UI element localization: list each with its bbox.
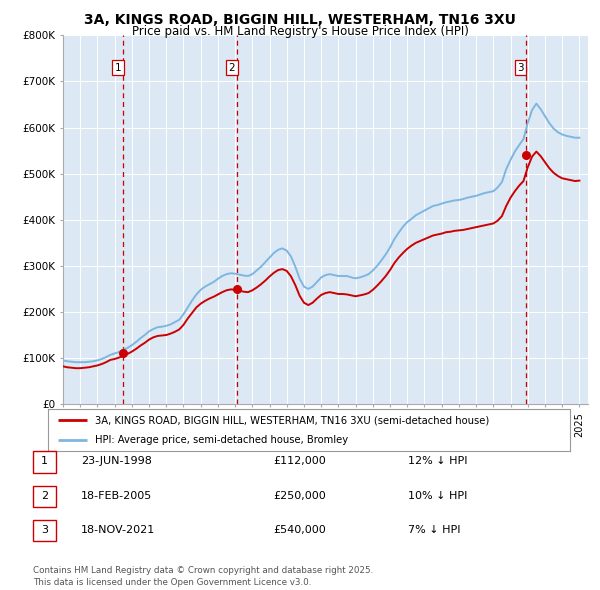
Text: £540,000: £540,000	[274, 525, 326, 535]
Text: 1: 1	[41, 457, 48, 466]
Text: 1: 1	[115, 63, 121, 73]
Text: 2: 2	[229, 63, 235, 73]
Text: £250,000: £250,000	[274, 491, 326, 500]
Text: 2: 2	[41, 491, 48, 500]
Text: 3A, KINGS ROAD, BIGGIN HILL, WESTERHAM, TN16 3XU (semi-detached house): 3A, KINGS ROAD, BIGGIN HILL, WESTERHAM, …	[95, 415, 489, 425]
Text: 18-FEB-2005: 18-FEB-2005	[81, 491, 152, 500]
Text: 3A, KINGS ROAD, BIGGIN HILL, WESTERHAM, TN16 3XU: 3A, KINGS ROAD, BIGGIN HILL, WESTERHAM, …	[84, 13, 516, 27]
Text: 18-NOV-2021: 18-NOV-2021	[81, 525, 155, 535]
Text: 12% ↓ HPI: 12% ↓ HPI	[408, 457, 467, 466]
Text: 3: 3	[517, 63, 524, 73]
Text: 7% ↓ HPI: 7% ↓ HPI	[408, 525, 461, 535]
Text: 23-JUN-1998: 23-JUN-1998	[81, 457, 152, 466]
Text: HPI: Average price, semi-detached house, Bromley: HPI: Average price, semi-detached house,…	[95, 435, 348, 445]
Text: Price paid vs. HM Land Registry's House Price Index (HPI): Price paid vs. HM Land Registry's House …	[131, 25, 469, 38]
Text: 10% ↓ HPI: 10% ↓ HPI	[408, 491, 467, 500]
Text: Contains HM Land Registry data © Crown copyright and database right 2025.
This d: Contains HM Land Registry data © Crown c…	[33, 566, 373, 587]
Text: 3: 3	[41, 525, 48, 535]
Text: £112,000: £112,000	[274, 457, 326, 466]
